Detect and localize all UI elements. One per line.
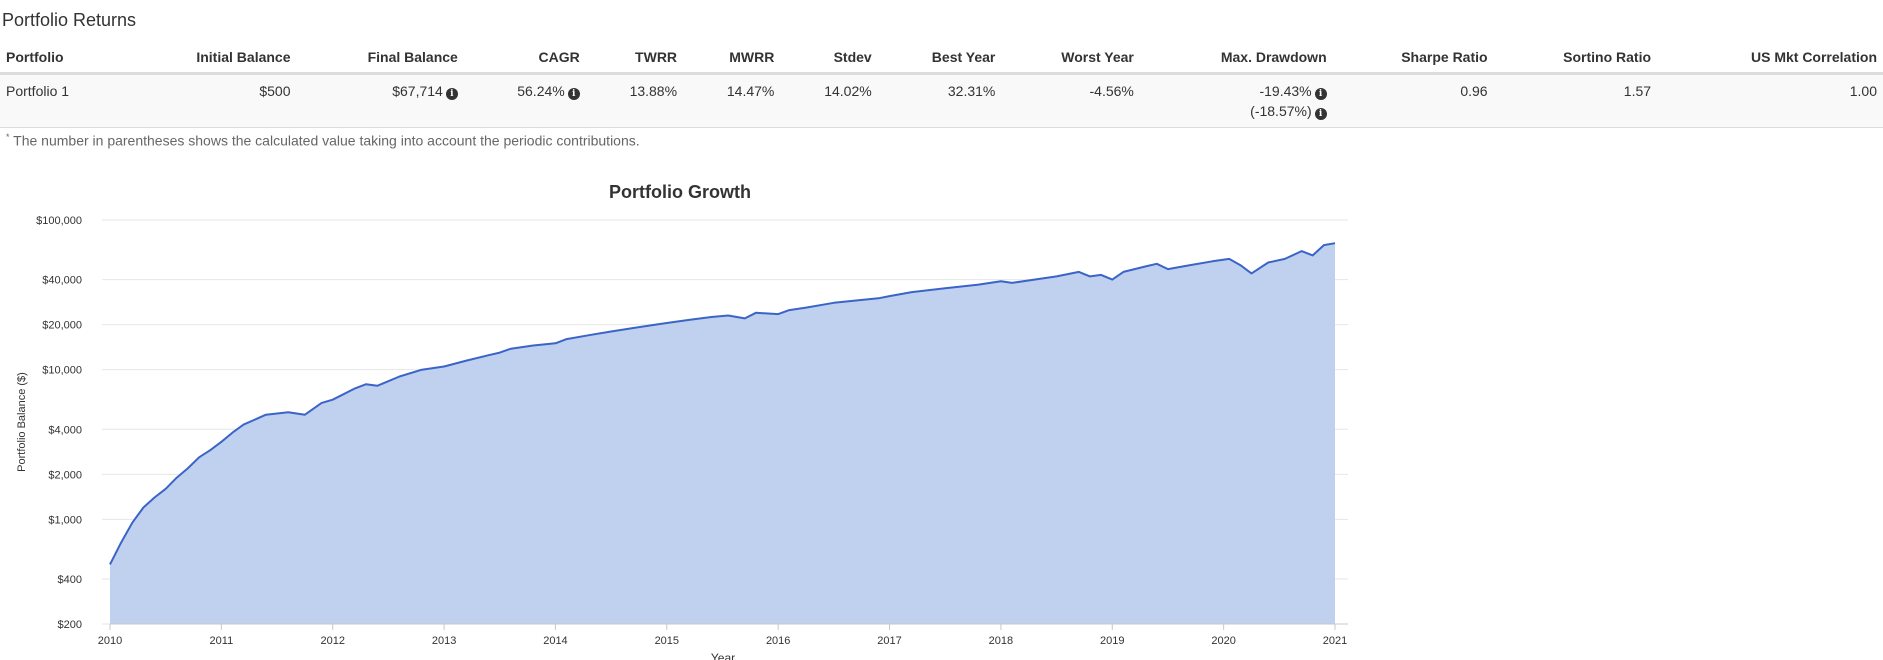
portfolio-growth-chart: Portfolio Growth $100,000$40,000$20,000$… (16, 182, 1348, 660)
final-balance-value: $67,714 (392, 83, 443, 99)
cell-cagr: 56.24% i (463, 73, 586, 128)
column-header-max-drawdown[interactable]: Max. Drawdown (1139, 44, 1333, 75)
x-tick-label: 2013 (432, 635, 456, 647)
column-header-portfolio[interactable]: Portfolio (0, 44, 123, 75)
series-line (109, 242, 1336, 565)
cell-stdev: 14.02% (780, 73, 878, 128)
cell-max-drawdown: -19.43% i (-18.57%) i (1139, 73, 1333, 128)
y-tick-label: $10,000 (42, 365, 82, 377)
x-tick-label: 2011 (210, 635, 234, 647)
column-header-sortino-ratio[interactable]: Sortino Ratio (1493, 44, 1658, 75)
cell-portfolio: Portfolio 1 (0, 73, 123, 128)
max-drawdown-contrib-value: (-18.57%) (1250, 103, 1312, 119)
column-header-stdev[interactable]: Stdev (780, 44, 878, 75)
footnote-text: The number in parentheses shows the calc… (13, 132, 640, 149)
info-circle-icon[interactable]: i (1314, 88, 1327, 100)
y-tick-label: $400 (58, 574, 82, 586)
column-header-final-balance[interactable]: Final Balance (296, 44, 464, 75)
x-tick-label: 2018 (989, 635, 1013, 647)
x-axis: 2010 2011 2012 2013 2014 2015 2016 2017 2018 2019… (98, 623, 1348, 647)
column-header-worst-year[interactable]: Worst Year (1001, 44, 1140, 75)
y-tick-label: $4,000 (48, 424, 82, 436)
y-tick-label: $40,000 (42, 275, 82, 287)
footnote: * The number in parentheses shows the ca… (6, 132, 640, 149)
column-header-sharpe-ratio[interactable]: Sharpe Ratio (1332, 44, 1494, 75)
cagr-value: 56.24% (517, 83, 565, 99)
x-tick-label: 2015 (655, 635, 679, 647)
column-header-initial-balance[interactable]: Initial Balance (122, 44, 297, 75)
x-tick-label: 2017 (877, 635, 901, 647)
x-tick-label: 2016 (766, 635, 790, 647)
y-tick-label: $200 (58, 619, 82, 631)
footnote-marker: * (6, 132, 10, 142)
y-tick-label: $2,000 (48, 469, 82, 481)
x-tick-label: 2021 (1323, 635, 1347, 647)
y-tick-label: $20,000 (42, 320, 82, 332)
column-header-cagr[interactable]: CAGR (463, 44, 586, 75)
x-tick-label: 2014 (543, 635, 567, 647)
portfolio-returns-table: Portfolio Initial Balance Final Balance … (0, 44, 1883, 128)
max-drawdown-value: -19.43% (1259, 83, 1312, 99)
column-header-mwrr[interactable]: MWRR (683, 44, 781, 75)
cell-best-year: 32.31% (877, 73, 1002, 128)
cell-sharpe-ratio: 0.96 (1332, 73, 1494, 128)
cell-initial-balance: $500 (122, 73, 297, 128)
cell-worst-year: -4.56% (1001, 73, 1140, 128)
y-tick-label: $1,000 (48, 514, 82, 526)
section-title: Portfolio Returns (2, 10, 137, 30)
table-row: Portfolio 1 $500 $67,714 i 56.24% i 13.88%… (0, 73, 1883, 128)
x-tick-label: 2020 (1211, 635, 1235, 647)
series-area (110, 243, 1335, 624)
cell-mwrr: 14.47% (683, 73, 781, 128)
cell-final-balance: $67,714 i (296, 73, 464, 128)
cell-sortino-ratio: 1.57 (1493, 73, 1658, 128)
y-axis-label: Portfolio Balance ($) (16, 372, 28, 472)
x-tick-label: 2010 (98, 635, 122, 647)
column-header-best-year[interactable]: Best Year (877, 44, 1002, 75)
x-tick-label: 2019 (1100, 635, 1124, 647)
column-header-us-mkt-correlation[interactable]: US Mkt Correlation (1657, 44, 1883, 75)
x-axis-label: Year (711, 651, 735, 660)
column-header-twrr[interactable]: TWRR (585, 44, 684, 75)
chart-title: Portfolio Growth (609, 182, 751, 202)
cell-twrr: 13.88% (585, 73, 684, 128)
chart-series (109, 242, 1336, 624)
info-circle-icon[interactable]: i (445, 88, 458, 100)
info-circle-icon[interactable]: i (567, 88, 580, 100)
info-circle-icon[interactable]: i (1314, 108, 1327, 120)
cell-us-mkt-correlation: 1.00 (1657, 73, 1883, 128)
x-tick-label: 2012 (320, 635, 344, 647)
y-tick-label: $100,000 (36, 215, 82, 227)
table-header-row: Portfolio Initial Balance Final Balance … (0, 44, 1883, 75)
y-axis: $100,000 $40,000 $20,000 $10,000 $4,000 $2,00… (36, 215, 82, 631)
